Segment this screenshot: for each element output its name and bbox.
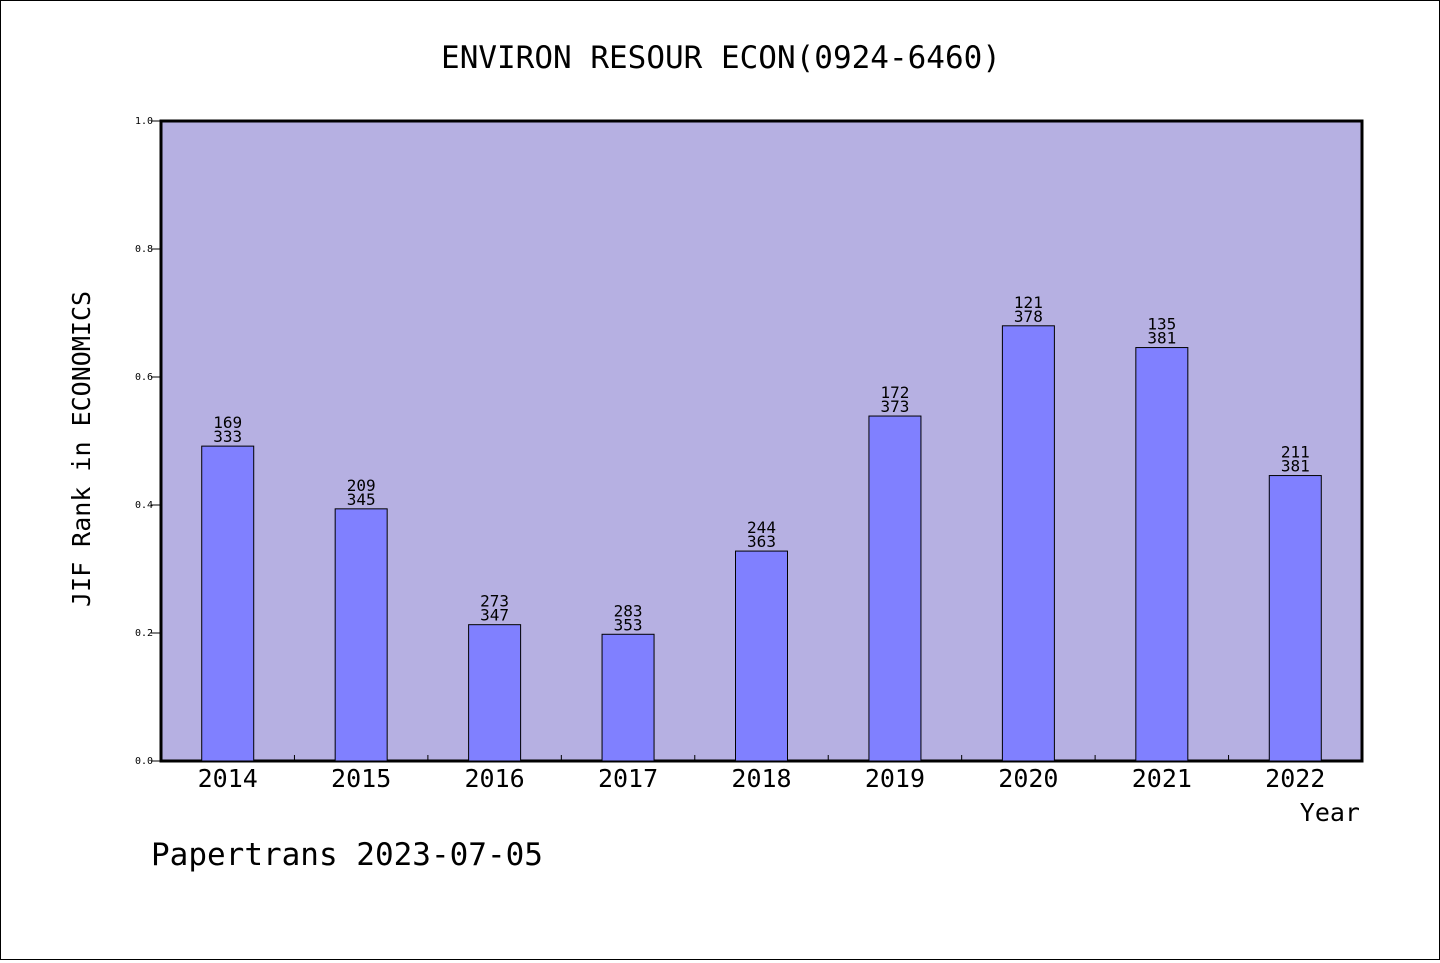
x-tick-label: 2014	[198, 764, 258, 793]
x-tick-label: 2020	[998, 764, 1058, 793]
bars-group	[201, 325, 1322, 762]
bar-label-total: 381	[1281, 457, 1310, 476]
y-tick-label: 0.6	[135, 372, 153, 383]
bar-2021	[1135, 347, 1189, 762]
bar-2020	[1001, 325, 1055, 762]
y-tick-label: 0.8	[135, 244, 153, 255]
bar-label-total: 347	[480, 606, 509, 625]
x-axis-ticks	[293, 755, 1230, 761]
y-tick-label: 0.4	[135, 500, 153, 511]
bar-label-rank: 283	[614, 601, 643, 620]
x-tick-label: 2015	[331, 764, 391, 793]
y-axis-ticks: 0.0 0.2 0.4 0.6 0.8 1.0	[135, 116, 161, 767]
bar-label-total: 373	[880, 397, 909, 416]
bar-label-total: 378	[1014, 307, 1043, 326]
bar-label-total: 353	[614, 615, 643, 634]
bar-label-total: 381	[1147, 329, 1176, 348]
x-tick-label: 2022	[1265, 764, 1325, 793]
bar-2016	[468, 624, 522, 762]
bar-label-rank: 121	[1014, 293, 1043, 312]
x-tick-label: 2018	[731, 764, 791, 793]
y-axis-label: JIF Rank in ECONOMICS	[67, 291, 96, 607]
bar-label-rank: 244	[747, 518, 776, 537]
bar-label-rank: 172	[880, 383, 909, 402]
y-tick-label: 0.2	[135, 628, 153, 639]
x-tick-label: 2016	[465, 764, 525, 793]
x-tick-label: 2017	[598, 764, 658, 793]
bar-label-rank: 169	[213, 413, 242, 432]
chart-title: ENVIRON RESOUR ECON(0924-6460)	[441, 40, 1001, 76]
bar-label-total: 333	[213, 427, 242, 446]
bar-2018	[735, 550, 788, 762]
bar-label-rank: 273	[480, 592, 509, 611]
footer-text: Papertrans 2023-07-05	[151, 837, 543, 873]
bar-label-rank: 135	[1147, 315, 1176, 334]
bar-label-total: 363	[747, 532, 776, 551]
bar-2014	[201, 445, 255, 762]
bar-2015	[334, 508, 388, 762]
bar-label-rank: 209	[347, 476, 376, 495]
x-tick-label: 2021	[1132, 764, 1192, 793]
bar-label-total: 345	[347, 490, 376, 509]
x-axis-labels: 2014 2015 2016 2017 2018 2019 2020 2021 2022	[198, 764, 1326, 793]
x-tick-label: 2019	[865, 764, 925, 793]
x-axis-label: Year	[1300, 798, 1360, 827]
y-tick-label: 1.0	[135, 116, 153, 127]
y-tick-label: 0.0	[135, 756, 153, 767]
bar-label-rank: 211	[1281, 443, 1310, 462]
bar-2017	[601, 633, 655, 762]
bar-2022	[1268, 475, 1322, 762]
bar-2019	[868, 415, 922, 762]
